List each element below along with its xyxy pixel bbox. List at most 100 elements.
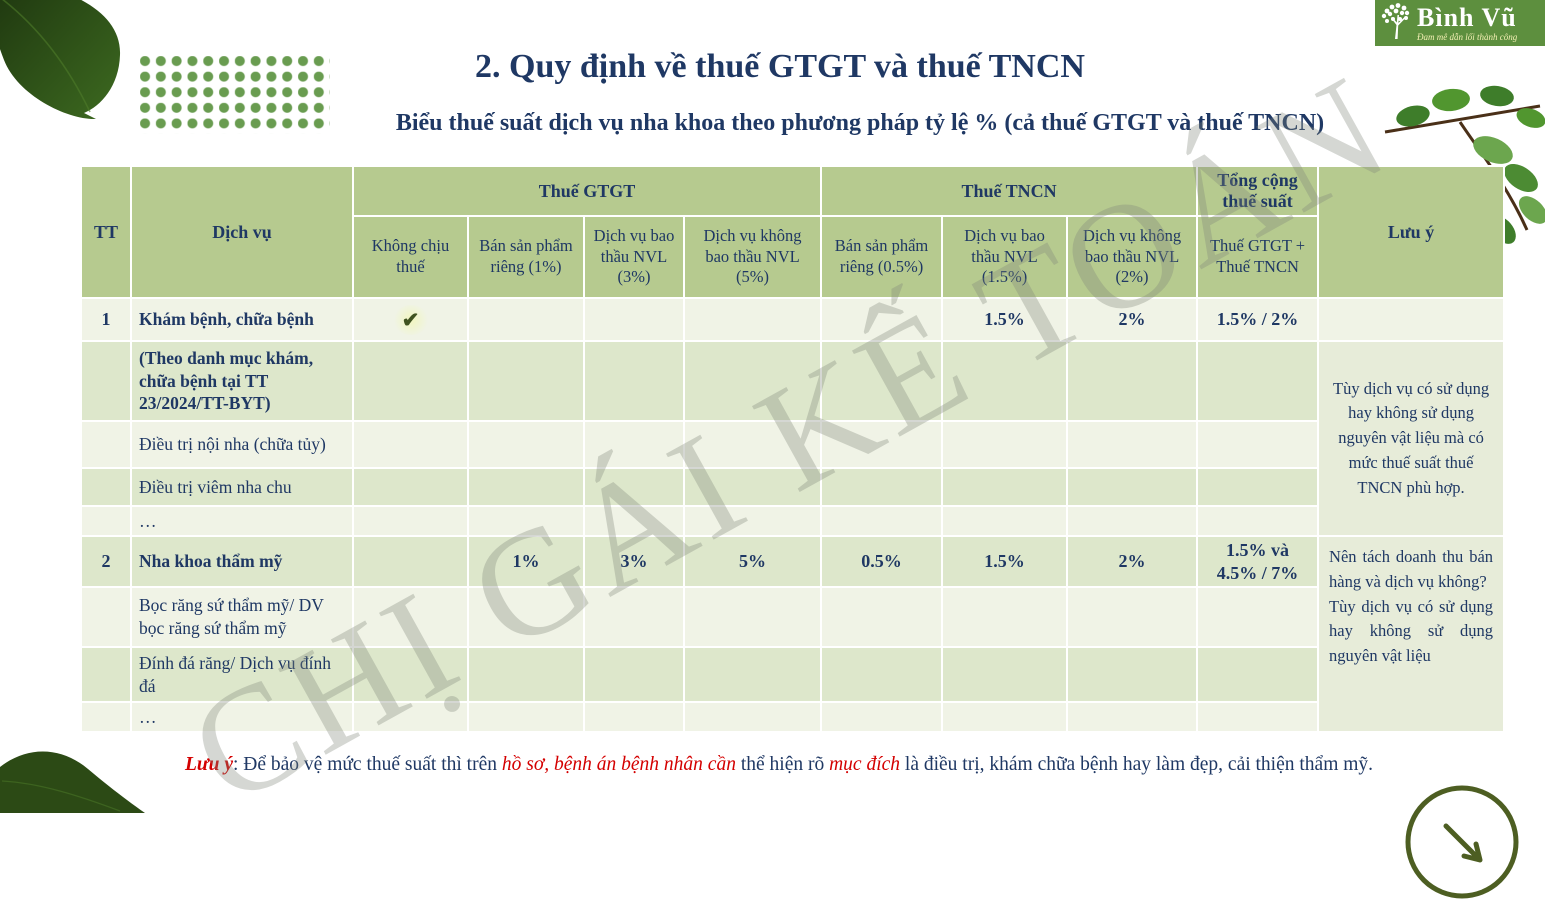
cell-value bbox=[1066, 420, 1199, 469]
cell-value bbox=[467, 505, 585, 537]
tree-icon bbox=[1379, 1, 1413, 46]
table-row: … bbox=[80, 505, 1504, 537]
cell-value bbox=[820, 505, 944, 537]
cell-value bbox=[941, 340, 1069, 422]
cell-value bbox=[1196, 340, 1320, 422]
cell-value bbox=[820, 701, 944, 733]
cell-tt bbox=[80, 340, 132, 422]
cell-value bbox=[583, 586, 685, 648]
column-header-gtgt-5: Dịch vụ không bao thầu NVL (5%) bbox=[682, 215, 823, 299]
cell-value bbox=[583, 646, 685, 703]
cell-value bbox=[941, 646, 1069, 703]
column-header-tt: TT bbox=[80, 165, 132, 299]
tax-rate-table: TT Dịch vụ Thuế GTGT Thuế TNCN Tổng cộng… bbox=[80, 165, 1506, 733]
cell-service: Đính đá răng/ Dịch vụ đính đá bbox=[130, 646, 354, 703]
column-header-gtgt-1: Bán sản phẩm riêng (1%) bbox=[467, 215, 585, 299]
cell-value bbox=[467, 467, 585, 507]
footnote-text-2: thể hiện rõ bbox=[735, 754, 830, 775]
cell-value bbox=[820, 297, 944, 342]
cell-tt bbox=[80, 646, 132, 703]
dots-decoration bbox=[140, 56, 330, 134]
cell-value bbox=[1196, 586, 1320, 648]
logo: Bình Vũ Đam mê dẫn lối thành công bbox=[1375, 0, 1545, 46]
cell-tt bbox=[80, 701, 132, 733]
table-row: Điều trị nội nha (chữa tủy) bbox=[80, 420, 1504, 469]
cell-value bbox=[352, 646, 469, 703]
next-button[interactable] bbox=[1402, 782, 1522, 907]
cell-value: 1.5% / 2% bbox=[1196, 297, 1320, 342]
leaf-decoration-bottom-left bbox=[0, 741, 145, 818]
cell-value bbox=[682, 467, 823, 507]
cell-value bbox=[583, 467, 685, 507]
cell-service: (Theo danh mục khám, chữa bệnh tại TT 23… bbox=[130, 340, 354, 422]
column-header-gtgt-3: Dịch vụ bao thầu NVL (3%) bbox=[583, 215, 685, 299]
cell-value bbox=[820, 340, 944, 422]
footnote-label: Lưu ý bbox=[185, 754, 233, 775]
cell-tt bbox=[80, 467, 132, 507]
table-row: Đính đá răng/ Dịch vụ đính đá bbox=[80, 646, 1504, 703]
table-row: … bbox=[80, 701, 1504, 733]
cell-value bbox=[1196, 420, 1320, 469]
cell-value bbox=[1196, 467, 1320, 507]
cell-value bbox=[352, 701, 469, 733]
cell-value bbox=[682, 646, 823, 703]
footnote: Lưu ý: Để bảo vệ mức thuế suất thì trên … bbox=[185, 751, 1380, 779]
footnote-text-3: là điều trị, khám chữa bệnh hay làm đẹp,… bbox=[900, 754, 1374, 775]
group-header-total: Tổng cộng thuế suất bbox=[1196, 165, 1320, 217]
cell-value bbox=[820, 646, 944, 703]
cell-value bbox=[583, 420, 685, 469]
column-header-no-tax: Không chịu thuế bbox=[352, 215, 469, 299]
cell-value bbox=[941, 467, 1069, 507]
table-row: 1 Khám bệnh, chữa bệnh ✔ 1.5% 2% 1.5% / … bbox=[80, 297, 1506, 342]
cell-value bbox=[1196, 701, 1320, 733]
footnote-red-1: hồ sơ, bệnh án bệnh nhân cần bbox=[501, 754, 736, 775]
cell-service: … bbox=[130, 701, 354, 733]
cell-value bbox=[941, 701, 1069, 733]
column-header-tncn-05: Bán sản phẩm riêng (0.5%) bbox=[820, 215, 944, 299]
cell-value bbox=[467, 420, 585, 469]
cell-tt bbox=[80, 505, 132, 537]
note-item-2: Nên tách doanh thu bán hàng và dịch vụ k… bbox=[1317, 535, 1506, 733]
check-icon: ✔ bbox=[392, 304, 429, 335]
cell-value bbox=[1066, 646, 1199, 703]
note-2-question: Nên tách doanh thu bán hàng và dịch vụ k… bbox=[1329, 547, 1494, 591]
cell-value bbox=[467, 340, 585, 422]
cell-value: 1.5% bbox=[941, 297, 1069, 342]
cell-service: Khám bệnh, chữa bệnh bbox=[130, 297, 354, 342]
page-subtitle: Biểu thuế suất dịch vụ nha khoa theo phư… bbox=[395, 110, 1325, 136]
cell-value bbox=[352, 420, 469, 469]
cell-value: 2% bbox=[1066, 297, 1199, 342]
cell-value bbox=[1196, 646, 1320, 703]
cell-value bbox=[941, 586, 1069, 648]
cell-value bbox=[820, 420, 944, 469]
table-row: Điều trị viêm nha chu bbox=[80, 467, 1504, 507]
cell-value bbox=[682, 340, 823, 422]
cell-value bbox=[352, 586, 469, 648]
cell-service: … bbox=[130, 505, 354, 537]
cell-value bbox=[1066, 701, 1199, 733]
cell-note-empty bbox=[1317, 297, 1506, 342]
cell-value: 1% bbox=[467, 535, 585, 588]
cell-tt bbox=[80, 420, 132, 469]
note-item-1: Tùy dịch vụ có sử dụng hay không sử dụng… bbox=[1317, 340, 1506, 537]
cell-value bbox=[467, 701, 585, 733]
cell-tt: 1 bbox=[80, 297, 132, 342]
cell-value bbox=[682, 505, 823, 537]
cell-value bbox=[1066, 586, 1199, 648]
cell-value bbox=[941, 505, 1069, 537]
cell-value: 0.5% bbox=[820, 535, 944, 588]
column-header-service: Dịch vụ bbox=[130, 165, 354, 299]
cell-value bbox=[583, 340, 685, 422]
page-title: 2. Quy định về thuế GTGT và thuế TNCN bbox=[475, 48, 1085, 85]
table-row: Bọc răng sứ thẩm mỹ/ DV bọc răng sứ thẩm… bbox=[80, 586, 1504, 648]
cell-value bbox=[352, 535, 469, 588]
cell-value bbox=[682, 586, 823, 648]
cell-value bbox=[682, 297, 823, 342]
cell-value: 5% bbox=[682, 535, 823, 588]
cell-service: Bọc răng sứ thẩm mỹ/ DV bọc răng sứ thẩm… bbox=[130, 586, 354, 648]
column-header-tncn-15: Dịch vụ bao thầu NVL (1.5%) bbox=[941, 215, 1069, 299]
cell-value bbox=[1066, 340, 1199, 422]
cell-value bbox=[467, 646, 585, 703]
cell-value bbox=[352, 505, 469, 537]
table-row: (Theo danh mục khám, chữa bệnh tại TT 23… bbox=[80, 340, 1506, 537]
